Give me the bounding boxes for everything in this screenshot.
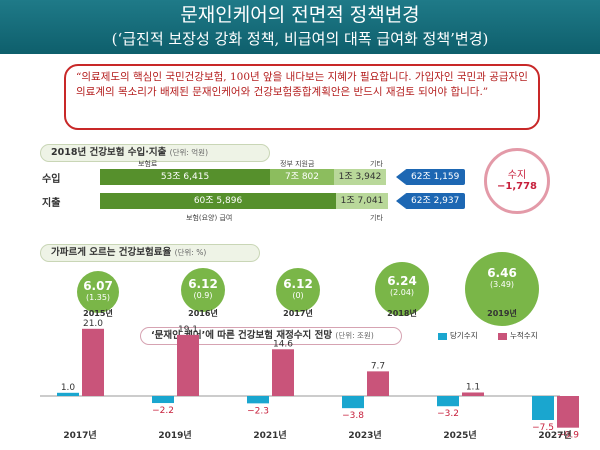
balance-label: 수지 — [507, 170, 527, 181]
balance-value: −1,778 — [496, 181, 537, 192]
title-bar: 문재인케어의 전면적 정책변경 (‘급진적 보장성 강화 정책, 비급여의 대폭… — [0, 0, 600, 54]
label-other-expense: 기타 — [370, 214, 383, 222]
x-axis-tick-label: 2025년 — [443, 429, 476, 441]
expense-total: 62조 2,937 — [405, 193, 466, 209]
rate-year: 2015년 — [83, 309, 113, 318]
annual-value-label: −3.2 — [437, 409, 459, 419]
rate-circle-2015: 6.07 (1.35) — [77, 271, 119, 313]
expense-arrow-icon — [396, 194, 405, 208]
rate-change: (0.9) — [193, 291, 213, 300]
legend-cumulative-label: 누적수지 — [510, 331, 538, 340]
expense-benefit-bar: 60조 5,896 — [100, 193, 336, 209]
finance-chart-title: ‘문재인 케어’에 따른 건강보험 재정수지 전망 — [151, 330, 333, 341]
expense-label: 지출 — [42, 198, 61, 209]
page-title: 문재인케어의 전면적 정책변경 — [180, 4, 420, 26]
cumulative-balance-bar — [82, 328, 104, 396]
annual-balance-bar — [57, 392, 79, 396]
cumulative-value-label: 7.7 — [371, 361, 385, 371]
annual-value-label: −2.3 — [247, 406, 269, 416]
annual-value-label: 1.0 — [61, 383, 76, 393]
income-premium-bar: 53조 6,415 — [100, 169, 270, 185]
cumulative-balance-bar — [462, 392, 484, 396]
x-axis-tick-label: 2023년 — [348, 429, 381, 441]
rate-value: 6.07 — [83, 279, 113, 293]
finance-chart-header: ‘문재인 케어’에 따른 건강보험 재정수지 전망 (단위: 조원) — [140, 327, 402, 345]
rate-change: (1.35) — [85, 293, 111, 302]
label-premium: 보험료 — [138, 160, 158, 168]
rate-value: 6.12 — [188, 277, 218, 291]
rate-circle-2019: 6.46 (3.49) — [465, 252, 539, 326]
finance-chart-unit: (단위: 조원) — [335, 331, 374, 340]
balance-badge: 수지 −1,778 — [484, 148, 550, 214]
annual-value-label: −3.8 — [342, 411, 364, 421]
cumulative-balance-bar — [367, 371, 389, 396]
annual-balance-bar — [437, 396, 459, 407]
income-label: 수입 — [42, 174, 61, 185]
rate-section-header: 가파르게 오르는 건강보험료율 (단위: %) — [40, 244, 260, 262]
rate-circle-2018: 6.24 (2.04) — [375, 262, 429, 316]
income-gov-bar: 7조 802 — [270, 169, 334, 185]
income-arrow-icon — [396, 170, 405, 184]
rate-year: 2018년 — [387, 309, 417, 318]
x-axis-tick-label: 2017년 — [63, 429, 96, 441]
rate-value: 6.24 — [387, 274, 417, 288]
rate-year: 2017년 — [283, 309, 313, 318]
income-other-bar: 1조 3,942 — [334, 169, 386, 185]
rate-change: (2.04) — [389, 288, 415, 297]
quote-box: “의료제도의 핵심인 국민건강보험, 100년 앞을 내다보는 지혜가 필요합니… — [64, 64, 540, 130]
annual-balance-bar — [342, 396, 364, 409]
cumulative-value-label: 14.6 — [273, 339, 293, 349]
rate-unit: (단위: %) — [174, 248, 207, 257]
rate-change: (3.49) — [489, 280, 515, 289]
legend-annual: 당기수지 — [438, 330, 478, 341]
annual-balance-bar — [152, 396, 174, 404]
rate-value: 6.12 — [283, 277, 313, 291]
rate-year: 2019년 — [487, 309, 517, 318]
cumulative-balance-bar — [177, 334, 199, 396]
x-axis-tick-label: 2021년 — [253, 429, 286, 441]
revenue-unit: (단위: 억원) — [169, 148, 209, 157]
rate-circle-2017: 6.12 (0) — [276, 268, 320, 312]
expense-other-bar: 1조 7,041 — [336, 193, 388, 209]
annual-balance-bar — [532, 396, 554, 420]
rate-value: 6.46 — [487, 266, 517, 280]
annual-balance-bar — [247, 396, 269, 404]
x-axis-tick-label: 2027년 — [538, 429, 571, 441]
revenue-header-text: 2018년 건강보험 수입·지출 — [51, 147, 167, 158]
income-total: 62조 1,159 — [405, 169, 466, 185]
cumulative-value-label: 1.1 — [466, 382, 480, 392]
legend-annual-label: 당기수지 — [450, 331, 478, 340]
revenue-section-header: 2018년 건강보험 수입·지출 (단위: 억원) — [40, 144, 270, 162]
legend-annual-swatch — [438, 332, 447, 340]
label-gov-support: 정부 지원금 — [280, 160, 315, 168]
label-benefit: 보험(요양) 급여 — [186, 214, 233, 222]
label-other-income: 기타 — [370, 160, 383, 168]
cumulative-balance-bar — [557, 396, 579, 428]
page-subtitle: (‘급진적 보장성 강화 정책, 비급여의 대폭 급여화 정책’변경) — [111, 30, 489, 48]
rate-header-text: 가파르게 오르는 건강보험료율 — [51, 247, 172, 258]
rate-change: (0) — [292, 291, 304, 300]
annual-value-label: −2.2 — [152, 406, 174, 416]
legend-cumulative: 누적수지 — [498, 330, 538, 341]
cumulative-value-label: 19.1 — [178, 325, 198, 335]
cumulative-balance-bar — [272, 349, 294, 396]
x-axis-tick-label: 2019년 — [158, 429, 191, 441]
rate-year: 2016년 — [188, 309, 218, 318]
legend-cumulative-swatch — [498, 332, 507, 340]
rate-circle-2016: 6.12 (0.9) — [181, 268, 225, 312]
cumulative-value-label: −9.9 — [557, 431, 579, 441]
annual-value-label: −7.5 — [532, 423, 554, 433]
cumulative-value-label: 21.0 — [83, 319, 103, 329]
